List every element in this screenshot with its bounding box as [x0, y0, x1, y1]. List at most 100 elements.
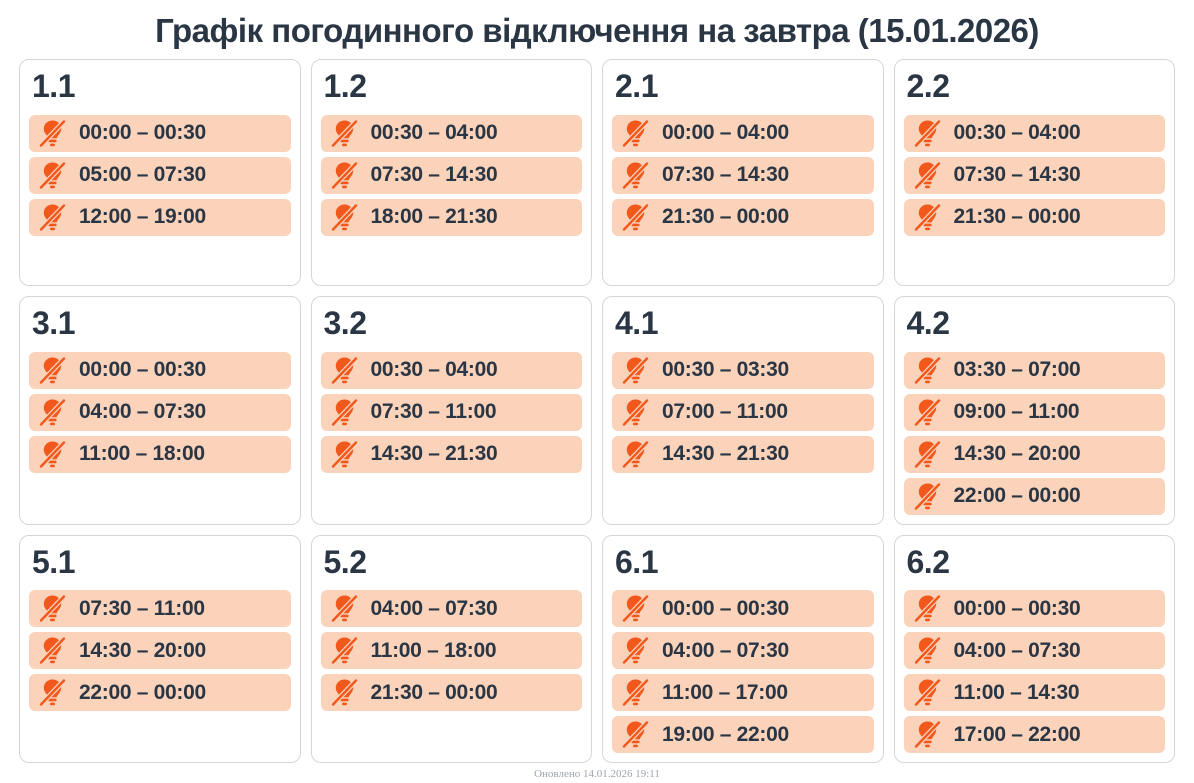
- outage-slot: 11:00 – 14:30: [903, 674, 1165, 712]
- group-title: 3.2: [323, 305, 367, 341]
- lightbulb-slash-icon: [39, 161, 66, 190]
- group-title: 1.2: [323, 68, 367, 104]
- lightbulb-slash-icon: [330, 119, 358, 148]
- group-card: 5.1 07:30 – 11:00: [19, 534, 301, 764]
- group-title: 6.1: [615, 543, 658, 580]
- outage-time-range: 21:30 – 00:00: [370, 680, 498, 704]
- lightbulb-slash-icon: [39, 678, 66, 707]
- outage-time-range: 17:00 – 22:00: [953, 722, 1081, 746]
- outage-time-range: 05:00 – 07:30: [79, 163, 206, 187]
- outage-time-range: 21:30 – 00:00: [662, 205, 789, 229]
- outage-slot: 00:30 – 03:30: [612, 351, 874, 389]
- outage-time-range: 07:30 – 11:00: [79, 596, 205, 620]
- outage-time-range: 00:30 – 04:00: [953, 121, 1081, 145]
- outage-slot: 04:00 – 07:30: [612, 632, 874, 670]
- lightbulb-slash-icon: [39, 440, 66, 469]
- page-title: Графік погодинного відключення на завтра…: [155, 12, 1039, 49]
- outage-time-range: 00:30 – 04:00: [370, 358, 498, 382]
- outage-slot: 14:30 – 20:00: [903, 435, 1165, 473]
- slot-list: 00:30 – 04:00 07:30 – 14:30: [903, 114, 1165, 236]
- slot-list: 00:00 – 00:30 05:00 – 07:30: [29, 114, 291, 236]
- group-title: 4.1: [615, 305, 658, 341]
- slot-list: 00:30 – 04:00 07:30 – 11:00: [320, 351, 582, 473]
- group-card: 6.2 00:00 – 00:30: [893, 534, 1175, 764]
- group-title: 1.1: [32, 68, 75, 104]
- lightbulb-slash-icon: [913, 594, 941, 623]
- outage-time-range: 14:30 – 21:30: [370, 442, 498, 466]
- outage-time-range: 14:30 – 21:30: [662, 442, 789, 466]
- group-card: 4.1 00:30 – 03:30: [602, 296, 884, 525]
- slot-list: 00:00 – 00:30 04:00 – 07:30: [29, 351, 291, 473]
- outage-slot: 07:30 – 14:30: [320, 156, 582, 194]
- lightbulb-slash-icon: [913, 203, 941, 232]
- outage-slot: 14:30 – 21:30: [320, 435, 582, 473]
- outage-slot: 07:00 – 11:00: [612, 393, 874, 431]
- lightbulb-slash-icon: [39, 594, 66, 623]
- lightbulb-slash-icon: [913, 161, 941, 190]
- outage-time-range: 00:00 – 04:00: [662, 121, 789, 145]
- outage-slot: 18:00 – 21:30: [320, 198, 582, 236]
- outage-time-range: 00:30 – 04:00: [370, 121, 498, 145]
- group-card: 3.2 00:30 – 04:00: [310, 296, 592, 525]
- outage-slot: 12:00 – 19:00: [29, 198, 291, 236]
- outage-slot: 00:00 – 00:30: [612, 590, 874, 628]
- outage-time-range: 04:00 – 07:30: [662, 638, 789, 662]
- outage-time-range: 07:30 – 14:30: [370, 163, 498, 187]
- outage-time-range: 22:00 – 00:00: [953, 484, 1081, 508]
- outage-time-range: 07:30 – 14:30: [953, 163, 1081, 187]
- lightbulb-slash-icon: [913, 636, 941, 665]
- outage-slot: 00:30 – 04:00: [320, 114, 582, 152]
- outage-time-range: 12:00 – 19:00: [79, 205, 206, 229]
- lightbulb-slash-icon: [622, 440, 649, 469]
- outage-schedule-page: Графік погодинного відключення на завтра…: [0, 12, 1194, 780]
- outage-time-range: 18:00 – 21:30: [370, 205, 498, 229]
- outage-time-range: 11:00 – 18:00: [370, 638, 497, 662]
- lightbulb-slash-icon: [330, 161, 358, 190]
- slot-list: 03:30 – 07:00 09:00 – 11:00: [903, 351, 1165, 515]
- outage-slot: 00:30 – 04:00: [320, 351, 582, 389]
- schedule-grid: 1.1 00:00 – 00:30: [19, 59, 1175, 764]
- outage-slot: 00:00 – 00:30: [29, 114, 291, 152]
- lightbulb-slash-icon: [913, 119, 941, 148]
- group-title: 3.1: [32, 305, 75, 341]
- lightbulb-slash-icon: [622, 636, 649, 665]
- outage-time-range: 00:00 – 00:30: [79, 121, 206, 145]
- lightbulb-slash-icon: [39, 636, 66, 665]
- outage-slot: 04:00 – 07:30: [903, 632, 1165, 670]
- outage-slot: 21:30 – 00:00: [903, 198, 1165, 236]
- slot-list: 07:30 – 11:00 14:30 – 20:00: [29, 590, 291, 712]
- lightbulb-slash-icon: [39, 356, 66, 385]
- lightbulb-slash-icon: [622, 203, 649, 232]
- outage-time-range: 00:30 – 03:30: [662, 358, 789, 382]
- outage-time-range: 00:00 – 00:30: [662, 596, 789, 620]
- slot-list: 00:30 – 03:30 07:00 – 11:00: [612, 351, 874, 473]
- outage-slot: 11:00 – 18:00: [320, 632, 582, 670]
- outage-slot: 07:30 – 11:00: [29, 590, 291, 628]
- group-card: 1.2 00:30 – 04:00: [310, 59, 592, 286]
- slot-list: 00:00 – 00:30 04:00 – 07:30: [612, 590, 874, 754]
- group-card: 4.2 03:30 – 07:00: [893, 296, 1175, 525]
- lightbulb-slash-icon: [913, 398, 941, 427]
- outage-time-range: 22:00 – 00:00: [79, 680, 206, 704]
- outage-slot: 07:30 – 14:30: [903, 156, 1165, 194]
- outage-time-range: 11:00 – 18:00: [79, 442, 205, 466]
- slot-list: 00:30 – 04:00 07:30 – 14:30: [320, 114, 582, 236]
- outage-time-range: 11:00 – 14:30: [953, 680, 1080, 704]
- outage-slot: 07:30 – 14:30: [612, 156, 874, 194]
- outage-slot: 19:00 – 22:00: [612, 716, 874, 754]
- outage-time-range: 03:30 – 07:00: [953, 358, 1081, 382]
- outage-time-range: 07:30 – 11:00: [370, 400, 497, 424]
- lightbulb-slash-icon: [330, 636, 358, 665]
- group-title: 5.1: [32, 543, 75, 580]
- lightbulb-slash-icon: [330, 440, 358, 469]
- outage-slot: 07:30 – 11:00: [320, 393, 582, 431]
- outage-time-range: 11:00 – 17:00: [662, 680, 788, 704]
- slot-list: 00:00 – 04:00 07:30 – 14:30: [612, 114, 874, 236]
- lightbulb-slash-icon: [913, 482, 941, 511]
- lightbulb-slash-icon: [330, 678, 358, 707]
- group-title: 2.2: [906, 68, 950, 104]
- outage-slot: 14:30 – 21:30: [612, 435, 874, 473]
- outage-slot: 11:00 – 18:00: [29, 435, 291, 473]
- slot-list: 04:00 – 07:30 11:00 – 18:00: [320, 590, 582, 712]
- lightbulb-slash-icon: [39, 203, 66, 232]
